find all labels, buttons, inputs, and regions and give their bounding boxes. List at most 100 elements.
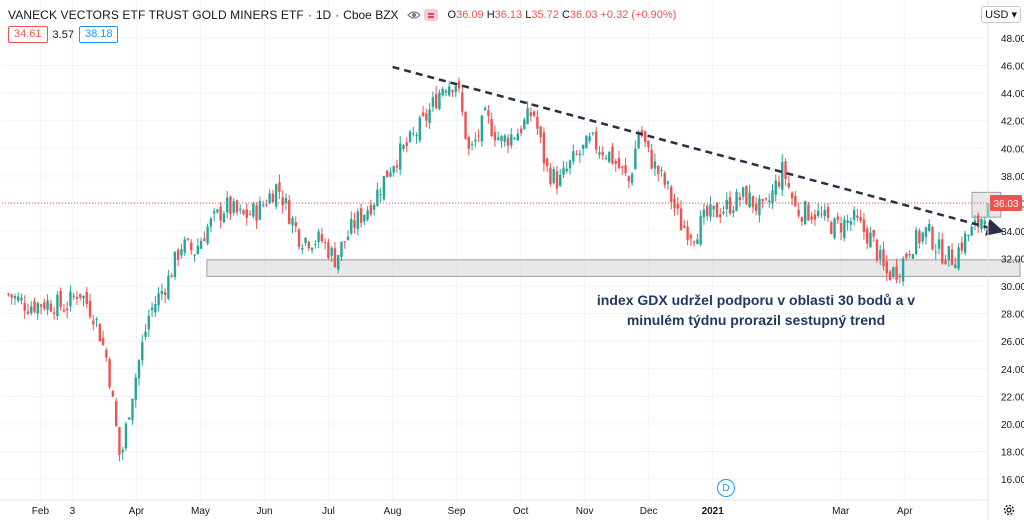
candle-body [176,249,180,260]
candle-body [252,203,255,217]
currency-select[interactable]: USD ▾ [981,6,1021,23]
candle-body [294,221,297,227]
time-axis: Feb 3 Apr May Jun Jul Aug Sep Oct Nov Dec 2021 Mar Ap… [0,499,988,517]
last-price-badge [990,194,1022,211]
candle-body [663,172,666,185]
price-tick-label: 24.00 [1001,365,1024,376]
candle-body [774,180,777,195]
candle-body [696,239,699,245]
price-tick-label: 34.00 [1001,227,1024,238]
candle-body [634,148,637,170]
compare-icon[interactable] [423,9,438,21]
candle-body [232,201,235,213]
interval-label[interactable]: 1D [315,8,332,22]
candle-body [199,240,203,249]
candle-body [30,306,33,314]
candle-body [20,298,23,301]
candle-body [402,145,405,149]
price-tick-label: 30.00 [1001,282,1024,293]
candle-body [549,167,552,184]
candle-body [320,234,324,242]
trendline-group [392,65,1005,236]
ask-box[interactable]: 38.18 [78,26,119,43]
candle-body [552,168,555,184]
candle-body [56,294,59,317]
candle-body [434,94,438,109]
candle-body [820,213,823,215]
downtrend-line[interactable] [392,65,1005,236]
candle-body [735,191,738,211]
candle-body [464,111,467,139]
candle-body [911,254,915,259]
bid-box[interactable]: 34.61 [8,26,48,43]
candle-body [190,242,193,251]
candle-body [203,238,206,242]
candle-body [908,253,911,256]
candle-body [539,126,542,138]
candle-body [79,293,82,298]
candle-body [490,119,493,137]
candle-body [503,135,506,142]
candle-body [389,172,392,177]
candle-body [846,220,849,223]
candle-body [65,308,69,311]
candle-body [598,152,601,155]
candle-body [297,229,301,247]
candle-body [875,239,879,261]
price-tick-label: 40.00 [1001,144,1024,155]
candle-body [483,108,487,111]
candle-body [43,302,46,309]
price-axis: 16.00 18.00 20.00 22.00 24.00 26.00 28.00 30.00… [987,0,1024,520]
quote-row: 34.61 3.57 38.18 [8,26,119,43]
candle-body [242,209,245,215]
symbol-title[interactable]: VANECK VECTORS ETF TRUST GOLD MINERS ETF [8,8,304,22]
candle-body [307,241,311,249]
price-tick-label: 42.00 [1001,117,1024,128]
candle-body [337,254,340,270]
candle-body [901,258,905,282]
candle-body [186,238,190,240]
candle-body [170,275,173,278]
candle-body [350,218,353,234]
support-zone[interactable] [206,259,1021,277]
candle-body [327,242,330,259]
candle-body [859,217,862,221]
candle-body [219,206,222,221]
dividend-event-marker[interactable]: D [717,479,735,497]
candle-body [366,210,369,220]
price-tick-label: 32.00 [1001,255,1024,266]
candle-body [836,216,839,220]
candle-body [676,203,679,209]
candle-body [934,251,937,253]
candle-body [235,200,239,213]
candle-body [301,247,304,250]
eye-icon[interactable] [406,8,421,22]
candle-body [758,198,761,216]
candle-body [715,202,719,218]
candle-body [764,198,768,200]
candle-body [748,192,751,208]
candle-body [732,210,735,213]
candle-body [741,187,745,197]
chart-annotation: index GDX udržel podporu v oblasti 30 bo… [576,290,936,330]
candle-body [918,230,921,244]
exchange-label: Cboe BZX [343,8,399,22]
candle-body [372,204,376,210]
candle-body [689,235,693,239]
candle-body [585,135,588,149]
candle-body [624,165,627,174]
gear-icon[interactable] [1002,503,1016,517]
candle-body [72,295,75,297]
candle-body [314,243,317,245]
candle-body [415,134,418,137]
candle-body [222,213,226,223]
candle-body [771,190,774,204]
candle-body [457,80,461,89]
candle-body [157,293,160,306]
candle-body [399,143,402,170]
candle-body [108,359,111,388]
candle-body [941,239,944,264]
candle-body [412,133,415,135]
candle-body [150,307,154,311]
